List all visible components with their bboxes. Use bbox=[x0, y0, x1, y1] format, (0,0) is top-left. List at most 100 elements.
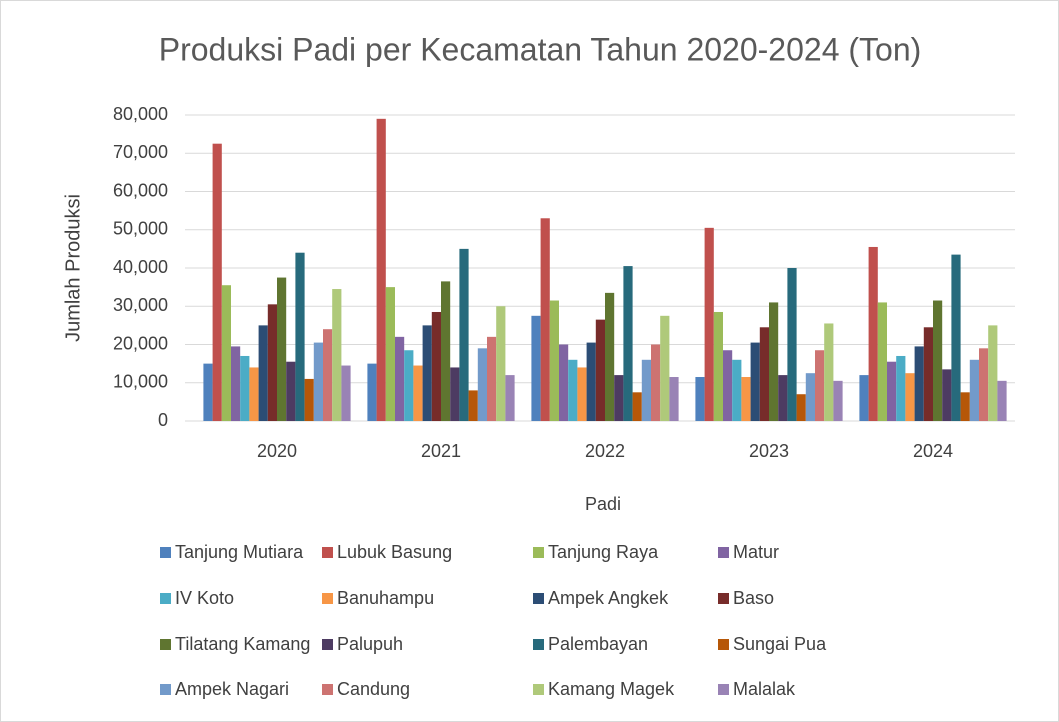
legend-swatch bbox=[322, 684, 333, 695]
legend-label: Matur bbox=[733, 542, 779, 562]
legend-swatch bbox=[322, 547, 333, 558]
bar bbox=[540, 218, 550, 421]
legend-label: Malalak bbox=[733, 679, 796, 699]
bar bbox=[231, 346, 241, 421]
legend-label: Ampek Nagari bbox=[175, 679, 289, 699]
bar bbox=[859, 375, 869, 421]
bar bbox=[833, 380, 843, 421]
y-tick-label: 0 bbox=[158, 410, 168, 430]
chart-title: Produksi Padi per Kecamatan Tahun 2020-2… bbox=[159, 31, 922, 67]
y-tick-label: 70,000 bbox=[113, 142, 168, 162]
bar bbox=[960, 392, 970, 421]
bar bbox=[332, 289, 342, 421]
legend-swatch bbox=[533, 684, 544, 695]
bar bbox=[787, 268, 797, 421]
legend-label: Palembayan bbox=[548, 634, 648, 654]
x-tick-label: 2021 bbox=[421, 441, 461, 461]
bar bbox=[605, 292, 615, 421]
bar bbox=[868, 246, 878, 421]
bar bbox=[277, 277, 287, 421]
bar bbox=[385, 287, 395, 421]
bar bbox=[431, 311, 441, 421]
legend-label: Candung bbox=[337, 679, 410, 699]
legend-swatch bbox=[718, 547, 729, 558]
bar bbox=[249, 367, 259, 421]
x-axis-title: Padi bbox=[585, 494, 621, 514]
legend-label: IV Koto bbox=[175, 588, 234, 608]
bar bbox=[221, 285, 231, 421]
bar bbox=[741, 377, 751, 421]
bar bbox=[951, 254, 961, 421]
bar bbox=[732, 359, 742, 421]
bar bbox=[877, 302, 887, 421]
bar bbox=[505, 375, 515, 421]
bar bbox=[778, 375, 788, 421]
bar bbox=[988, 325, 998, 421]
bar bbox=[577, 367, 587, 421]
bar bbox=[641, 359, 651, 421]
y-tick-label: 20,000 bbox=[113, 333, 168, 353]
bar bbox=[459, 248, 469, 421]
bar bbox=[487, 336, 497, 421]
bar bbox=[805, 373, 815, 421]
bar bbox=[367, 363, 377, 421]
bar bbox=[750, 342, 760, 421]
legend-label: Banuhampu bbox=[337, 588, 434, 608]
legend-swatch bbox=[322, 639, 333, 650]
bar bbox=[304, 378, 314, 421]
x-tick-label: 2023 bbox=[749, 441, 789, 461]
bar bbox=[468, 390, 478, 421]
legend-swatch bbox=[533, 593, 544, 604]
bar bbox=[933, 300, 943, 421]
bar bbox=[623, 266, 633, 421]
bar bbox=[769, 302, 779, 421]
bar bbox=[796, 394, 806, 421]
bar bbox=[568, 359, 578, 421]
bar bbox=[723, 350, 733, 421]
bar bbox=[979, 348, 989, 421]
bar bbox=[713, 311, 723, 421]
bar bbox=[313, 342, 323, 421]
legend-swatch bbox=[533, 547, 544, 558]
bar bbox=[824, 323, 834, 421]
legend-label: Palupuh bbox=[337, 634, 403, 654]
bar bbox=[323, 329, 333, 421]
bar bbox=[404, 350, 414, 421]
bar bbox=[258, 325, 268, 421]
bar bbox=[549, 300, 559, 421]
bar bbox=[586, 342, 596, 421]
y-tick-label: 80,000 bbox=[113, 104, 168, 124]
legend-label: Baso bbox=[733, 588, 774, 608]
bar bbox=[496, 306, 506, 421]
bar bbox=[413, 365, 423, 421]
legend-swatch bbox=[160, 684, 171, 695]
legend-label: Tanjung Raya bbox=[548, 542, 659, 562]
bar bbox=[997, 380, 1007, 421]
bar bbox=[896, 355, 906, 421]
legend-swatch bbox=[160, 547, 171, 558]
legend-swatch bbox=[533, 639, 544, 650]
legend-swatch bbox=[718, 593, 729, 604]
bar bbox=[240, 355, 250, 421]
bar bbox=[341, 365, 351, 421]
bar bbox=[203, 363, 213, 421]
y-tick-label: 50,000 bbox=[113, 219, 168, 239]
bar bbox=[942, 369, 952, 421]
legend-swatch bbox=[718, 639, 729, 650]
legend-label: Kamang Magek bbox=[548, 679, 675, 699]
x-tick-label: 2024 bbox=[913, 441, 953, 461]
bar bbox=[531, 315, 541, 421]
legend-label: Lubuk Basung bbox=[337, 542, 452, 562]
bar bbox=[450, 367, 460, 421]
bar bbox=[286, 361, 296, 421]
bar bbox=[695, 377, 705, 421]
bar bbox=[759, 327, 769, 421]
bar bbox=[632, 392, 642, 421]
legend-label: Sungai Pua bbox=[733, 634, 827, 654]
bar bbox=[614, 375, 624, 421]
legend-swatch bbox=[718, 684, 729, 695]
y-axis-title: Jumlah Produksi bbox=[62, 194, 84, 342]
legend-label: Ampek Angkek bbox=[548, 588, 669, 608]
legend-swatch bbox=[322, 593, 333, 604]
